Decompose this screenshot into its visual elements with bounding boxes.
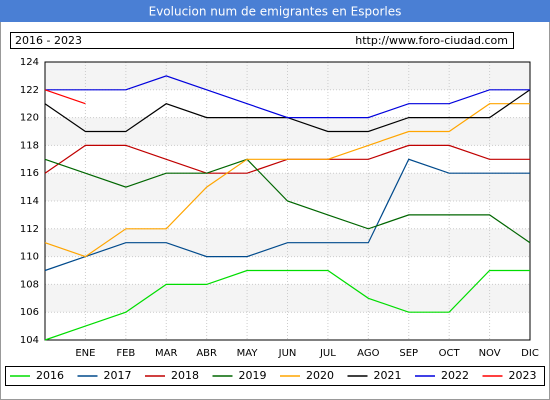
chart-title: Evolucion num de emigrantes en Esporles bbox=[149, 5, 402, 19]
legend-label: 2018 bbox=[171, 369, 199, 382]
y-tick-label: 106 bbox=[20, 307, 39, 318]
legend-label: 2016 bbox=[36, 369, 64, 382]
series-line bbox=[45, 75, 530, 119]
y-tick-label: 104 bbox=[20, 335, 39, 346]
y-tick-label: 114 bbox=[20, 196, 39, 207]
legend-label: 2022 bbox=[441, 369, 469, 382]
legend-label: 2023 bbox=[509, 369, 537, 382]
plot-border bbox=[44, 61, 531, 341]
y-tick-label: 112 bbox=[20, 224, 39, 235]
grid-band bbox=[45, 173, 530, 201]
x-tick-label: SEP bbox=[399, 348, 418, 359]
x-tick-label: FEB bbox=[116, 348, 135, 359]
info-box bbox=[10, 32, 514, 49]
x-tick-label: NOV bbox=[479, 348, 501, 359]
x-tick-label: OCT bbox=[439, 348, 461, 359]
source: http://www.foro-ciudad.com bbox=[355, 34, 508, 47]
subtitle: 2016 - 2023 bbox=[15, 34, 82, 47]
y-tick-label: 118 bbox=[20, 140, 39, 151]
legend-label: 2017 bbox=[104, 369, 132, 382]
series-line bbox=[44, 158, 531, 244]
legend-label: 2019 bbox=[239, 369, 267, 382]
y-tick-label: 108 bbox=[20, 279, 39, 290]
legend bbox=[5, 366, 545, 386]
x-tick-label: DIC bbox=[521, 348, 539, 359]
y-tick-label: 122 bbox=[20, 85, 39, 96]
x-tick-label: MAY bbox=[237, 348, 259, 359]
x-tick-label: AGO bbox=[357, 348, 379, 359]
series-line bbox=[44, 158, 530, 272]
x-tick-label: JUN bbox=[278, 348, 297, 359]
series-line bbox=[44, 103, 530, 258]
series-line bbox=[44, 269, 530, 341]
grid-band bbox=[45, 284, 530, 313]
x-tick-label: JUL bbox=[319, 348, 336, 359]
grid-band bbox=[45, 62, 530, 90]
y-tick-label: 120 bbox=[20, 113, 39, 124]
title-bar bbox=[0, 0, 550, 22]
y-tick-label: 124 bbox=[20, 57, 39, 68]
series-line bbox=[44, 89, 86, 105]
legend-label: 2021 bbox=[374, 369, 402, 382]
x-tick-label: ENE bbox=[75, 348, 95, 359]
x-tick-label: MAR bbox=[155, 348, 177, 359]
y-tick-label: 116 bbox=[20, 168, 39, 179]
legend-label: 2020 bbox=[306, 369, 334, 382]
y-tick-label: 110 bbox=[20, 252, 39, 263]
x-tick-label: ABR bbox=[196, 348, 217, 359]
